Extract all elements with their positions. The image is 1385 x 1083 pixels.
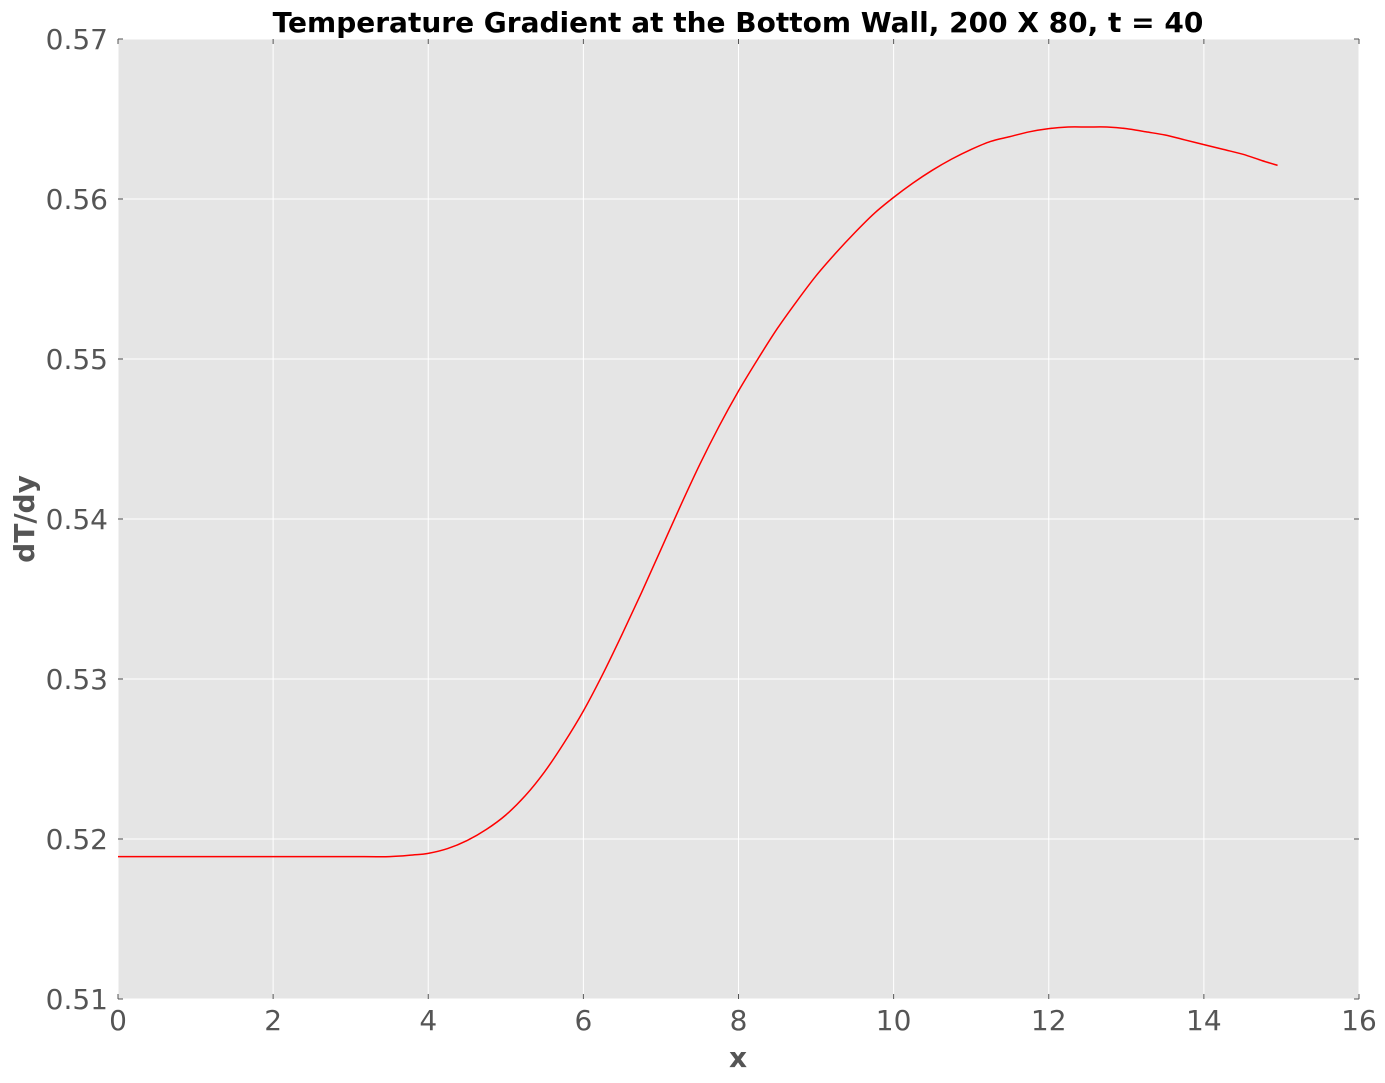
y-tick-label: 0.54 (46, 503, 108, 536)
x-tick-label: 14 (1186, 1004, 1222, 1037)
x-tick-label: 2 (264, 1004, 282, 1037)
x-tick-labels: 0 2 4 6 8 10 12 14 16 (109, 1004, 1377, 1037)
y-tick-label: 0.53 (46, 663, 108, 696)
x-tick-label: 6 (574, 1004, 592, 1037)
y-tick-labels: 0.51 0.52 0.53 0.54 0.55 0.56 0.57 (46, 23, 108, 1016)
y-axis-label: dT/dy (8, 475, 41, 563)
x-tick-label: 4 (419, 1004, 437, 1037)
x-axis-label: x (729, 1041, 747, 1074)
y-tick-label: 0.51 (46, 983, 108, 1016)
ticks (117, 38, 1360, 1000)
y-tick-label: 0.57 (46, 23, 108, 56)
y-tick-label: 0.55 (46, 343, 108, 376)
x-tick-label: 10 (876, 1004, 912, 1037)
y-tick-label: 0.52 (46, 823, 108, 856)
chart-title: Temperature Gradient at the Bottom Wall,… (273, 6, 1204, 39)
x-tick-label: 12 (1031, 1004, 1067, 1037)
series-line (118, 126, 1278, 858)
x-tick-label: 16 (1341, 1004, 1377, 1037)
x-tick-label: 8 (730, 1004, 748, 1037)
x-tick-label: 0 (109, 1004, 127, 1037)
y-tick-label: 0.56 (46, 183, 108, 216)
